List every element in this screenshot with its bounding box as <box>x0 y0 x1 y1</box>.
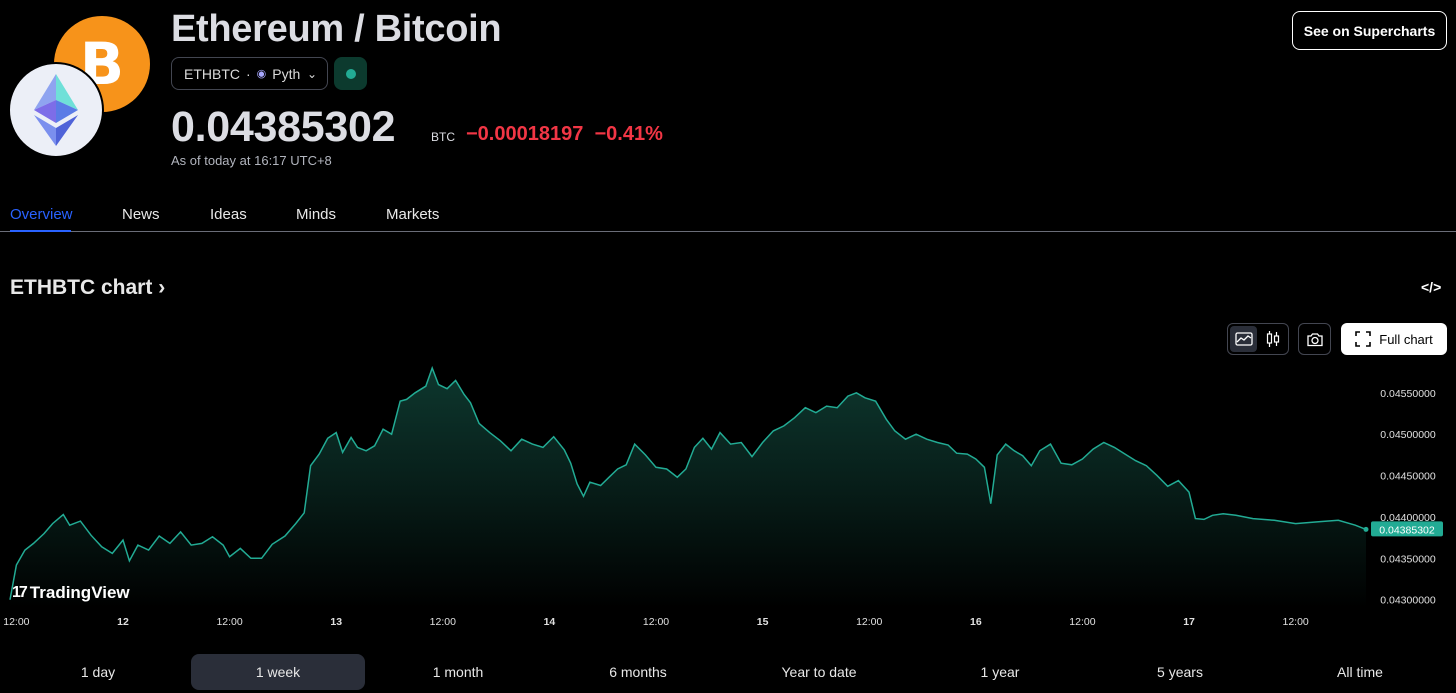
chevron-down-icon: ⌄ <box>306 66 317 81</box>
chevron-right-icon: › <box>158 276 166 299</box>
area-chart-button[interactable] <box>1230 326 1257 352</box>
range-tab-1-month[interactable]: 1 month <box>432 664 484 680</box>
chart-heading-link[interactable]: ETHBTC chart › <box>10 276 165 300</box>
range-tab-1-year[interactable]: 1 year <box>980 664 1020 680</box>
change-percent: −0.41% <box>594 123 663 145</box>
area-chart-icon <box>1234 332 1253 346</box>
tab-overview[interactable]: Overview <box>10 206 73 223</box>
x-tick-label: 12:00 <box>1283 616 1309 628</box>
last-price-point <box>1363 526 1369 532</box>
tab-news[interactable]: News <box>122 206 160 223</box>
y-tick-label: 0.04400000 <box>1380 512 1436 524</box>
current-price-tag <box>1371 521 1443 537</box>
range-tab-year-to-date[interactable]: Year to date <box>781 664 857 680</box>
x-tick-label: 12:00 <box>216 616 242 628</box>
tradingview-wordmark: TradingView <box>29 583 130 602</box>
price-currency: BTC <box>431 130 455 144</box>
x-tick-label: 14 <box>544 616 556 628</box>
y-tick-label: 0.04550000 <box>1380 388 1436 400</box>
y-tick-label: 0.04450000 <box>1380 471 1436 483</box>
market-open-dot-icon <box>345 68 356 79</box>
range-tab-5-years[interactable]: 5 years <box>1157 664 1203 680</box>
tab-markets[interactable]: Markets <box>386 206 440 223</box>
separator-dot: · <box>246 65 251 82</box>
range-tab-1-day[interactable]: 1 day <box>80 664 116 680</box>
provider-label: Pyth <box>272 65 301 82</box>
x-tick-label: 12:00 <box>643 616 669 628</box>
see-on-supercharts-button[interactable]: See on Supercharts <box>1292 11 1447 50</box>
range-tab-all-time[interactable]: All time <box>1337 664 1383 680</box>
price-chart[interactable]: 0.04300000 0.04350000 0.04400000 0.04450000… <box>0 360 1456 635</box>
range-tab-1-week[interactable]: 1 week <box>191 654 365 690</box>
x-tick-label: 16 <box>970 616 982 628</box>
active-tab-indicator <box>10 230 71 232</box>
price-change: −0.00018197 −0.41% <box>466 123 663 146</box>
current-price-tag-label: 0.04385302 <box>1379 524 1435 536</box>
full-chart-button[interactable]: Full chart <box>1341 323 1447 355</box>
x-tick-label: 17 <box>1183 616 1195 628</box>
price-timestamp: As of today at 16:17 UTC+8 <box>171 153 332 168</box>
tab-minds[interactable]: Minds <box>296 206 337 223</box>
ethereum-logo-icon <box>8 62 104 158</box>
last-price: 0.04385302 <box>171 103 396 151</box>
range-tab-6-months[interactable]: 6 months <box>609 664 667 680</box>
x-tick-label: 12:00 <box>430 616 456 628</box>
full-chart-label: Full chart <box>1379 331 1433 347</box>
y-tick-label: 0.04300000 <box>1380 595 1436 607</box>
x-tick-label: 13 <box>330 616 342 628</box>
x-tick-label: 12:00 <box>3 616 29 628</box>
x-tick-label: 12:00 <box>856 616 882 628</box>
market-status-badge[interactable] <box>334 57 367 90</box>
embed-code-icon[interactable]: </> <box>1421 279 1442 295</box>
price-area-fill <box>10 368 1366 608</box>
section-tabs: Overview News Ideas Minds Markets <box>0 196 1456 232</box>
y-tick-label: 0.04350000 <box>1380 553 1436 565</box>
x-tick-label: 12 <box>117 616 129 628</box>
price-series-line <box>9 365 1367 600</box>
candles-icon <box>1266 331 1279 347</box>
symbol-label: ETHBTC <box>184 65 240 82</box>
snapshot-button[interactable] <box>1298 323 1331 355</box>
pyth-icon: ◉ <box>256 68 267 80</box>
page-title: Ethereum / Bitcoin <box>171 8 502 50</box>
x-tick-label: 12:00 <box>1069 616 1095 628</box>
chart-heading-label: ETHBTC chart <box>10 276 153 299</box>
tab-ideas[interactable]: Ideas <box>210 206 247 223</box>
change-value: −0.00018197 <box>466 123 584 145</box>
pair-logos: B <box>8 16 158 158</box>
chart-style-toggle <box>1227 323 1289 355</box>
symbol-selector[interactable]: ETHBTC · ◉ Pyth ⌄ <box>171 57 328 90</box>
camera-icon <box>1306 332 1323 346</box>
tradingview-watermark: 17 TradingView <box>12 583 130 603</box>
fullscreen-icon <box>1355 331 1372 347</box>
y-tick-label: 0.04500000 <box>1380 429 1436 441</box>
tradingview-logo-icon: 17 <box>12 584 28 601</box>
x-tick-label: 15 <box>757 616 769 628</box>
candles-chart-button[interactable] <box>1259 326 1286 352</box>
time-range-tabs: 1 day 1 week 1 month 6 months Year to date 1 … <box>0 654 1456 690</box>
